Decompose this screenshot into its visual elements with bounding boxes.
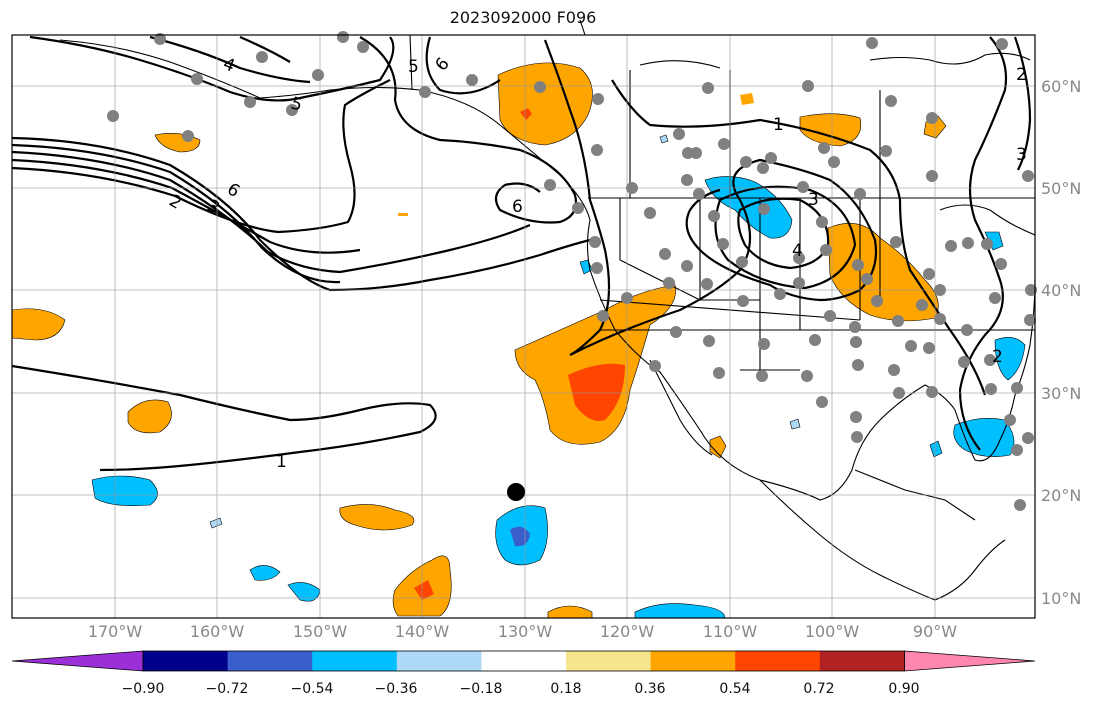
colorbar-tick-label: 0.18 [550, 681, 582, 697]
storm-center-marker [507, 483, 525, 501]
colorbar-tick-label: −0.18 [459, 681, 503, 697]
colorbar-swatch [227, 651, 313, 671]
colorbar-swatch [143, 651, 229, 671]
contour-label: 5 [289, 94, 305, 116]
contour-label: 6 [512, 197, 523, 217]
graticule [12, 35, 1035, 618]
positive-anomaly-shading [11, 62, 947, 619]
lon-label: 130°W [497, 622, 553, 641]
lon-label: 110°W [702, 622, 758, 641]
contour-label: 2 [1016, 65, 1027, 85]
lat-label: 10°N [1041, 589, 1082, 608]
lon-label: 90°W [912, 622, 958, 641]
contour-label: 1 [773, 115, 784, 135]
colorbar-frame [142, 650, 905, 672]
lon-label: 120°W [599, 622, 655, 641]
lat-label: 50°N [1041, 179, 1082, 198]
colorbar-tick-label: −0.72 [205, 681, 249, 697]
contour-label: 4 [792, 241, 803, 261]
lat-label: 40°N [1041, 281, 1082, 300]
colorbar-tick-label: −0.36 [374, 681, 418, 697]
contour-label: 5 [408, 57, 419, 77]
lon-label: 160°W [189, 622, 245, 641]
colorbar-tick-label: −0.54 [290, 681, 334, 697]
lat-label: 20°N [1041, 486, 1082, 505]
lon-label: 140°W [394, 622, 450, 641]
colorbar-tick-label: 0.54 [719, 681, 751, 697]
contour-label: 3 [1016, 145, 1027, 165]
lat-label: 30°N [1041, 384, 1082, 403]
contour-label: 2 [992, 347, 1003, 367]
colorbar-swatch [312, 651, 398, 671]
colorbar-swatch [566, 651, 652, 671]
colorbar-swatch [650, 651, 736, 671]
colorbar-tick-label: −0.90 [121, 681, 165, 697]
colorbar-swatch [396, 651, 482, 671]
colorbar-extend-high [904, 650, 1036, 672]
map-panel: 2 3 4 6 5 6 6 1 3 4 3 2 1 5 2 [11, 19, 1037, 619]
colorbar-tick-label: 0.72 [803, 681, 835, 697]
colorbar-swatch [819, 651, 905, 671]
chart-title: 2023092000 F096 [449, 8, 597, 27]
colorbar-tick-label: 0.36 [634, 681, 666, 697]
colorbar-extend-low [11, 650, 144, 672]
colorbar-segments [11, 650, 1036, 672]
colorbar-swatch [481, 651, 567, 671]
colorbar-tick-label: 0.90 [888, 681, 920, 697]
lon-label: 100°W [804, 622, 860, 641]
contour-label: 1 [276, 452, 287, 472]
lat-label: 60°N [1041, 77, 1082, 96]
contour-label: 3 [808, 190, 819, 210]
colorbar [11, 650, 1036, 672]
colorbar-swatch [735, 651, 821, 671]
lon-label: 150°W [292, 622, 348, 641]
station-markers [107, 31, 1037, 511]
lon-label: 170°W [87, 622, 143, 641]
